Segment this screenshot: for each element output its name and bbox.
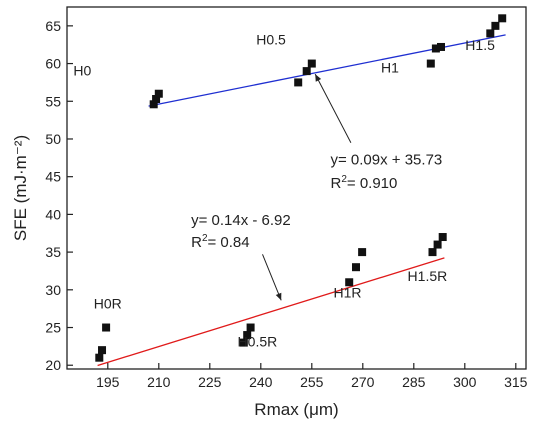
data-point [294,78,303,87]
data-point [302,67,311,76]
plot-frame [66,6,527,370]
group-label: H1.5 [465,37,495,53]
data-point [491,21,500,30]
data-point [149,100,158,109]
annotation-arrow-head [275,292,282,301]
data-point [98,346,107,355]
data-point [307,59,316,68]
x-tick-label: 315 [504,374,528,390]
annotation-arrow-head [315,74,322,82]
group-label: H0.5R [238,333,278,349]
y-tick-label: 40 [45,206,61,222]
data-point [358,248,367,257]
data-point [102,323,111,332]
group-label: H0.5 [256,32,286,48]
data-point [431,44,440,53]
data-point [95,353,104,362]
y-tick-label: 60 [45,56,61,72]
group-label: H1 [381,60,399,76]
data-point [498,14,507,23]
data-point [239,338,248,347]
data-point [152,95,161,104]
x-tick-label: 225 [198,374,222,390]
group-label: H1.5R [408,268,448,284]
y-tick-label: 55 [45,93,61,109]
data-point [486,29,495,38]
group-label: H1R [333,284,361,300]
group-label: H0R [94,296,122,312]
fit-line-0 [148,34,506,107]
fit-line-1 [97,257,445,367]
data-point [437,42,445,51]
group-label: H0 [73,63,91,79]
blue-fit-equation: y= 0.09x + 35.73 [331,152,443,169]
y-tick-label: 25 [45,320,61,336]
x-tick-label: 300 [453,374,477,390]
x-tick-label: 195 [96,374,120,390]
data-point [352,263,360,272]
data-point [433,240,442,249]
data-point [438,233,447,242]
y-tick-label: 30 [45,282,61,298]
data-point [154,89,163,98]
y-tick-label: 50 [45,131,61,147]
annotation-arrow-line [314,73,352,143]
blue-fit-r-squared: R2= 0.910 [331,174,398,192]
x-tick-label: 255 [300,374,324,390]
data-point [428,248,437,257]
annotation-arrow-line [262,254,282,301]
data-point [246,323,255,332]
data-point [345,278,354,287]
x-tick-label: 240 [249,374,273,390]
red-fit-equation: y= 0.14x - 6.92 [191,212,291,229]
x-tick-label: 210 [147,374,171,390]
x-axis-label: Rmax (μm) [254,400,338,419]
y-axis-label: SFE (mJ·m⁻²) [11,135,30,241]
red-fit-r-squared: R2= 0.84 [191,233,250,251]
data-point [426,59,435,68]
data-point [243,331,252,340]
y-tick-label: 35 [45,244,61,260]
x-tick-label: 270 [351,374,375,390]
y-tick-label: 45 [45,169,61,185]
y-tick-label: 20 [45,357,61,373]
y-tick-label: 65 [45,18,61,34]
x-tick-label: 285 [402,374,426,390]
